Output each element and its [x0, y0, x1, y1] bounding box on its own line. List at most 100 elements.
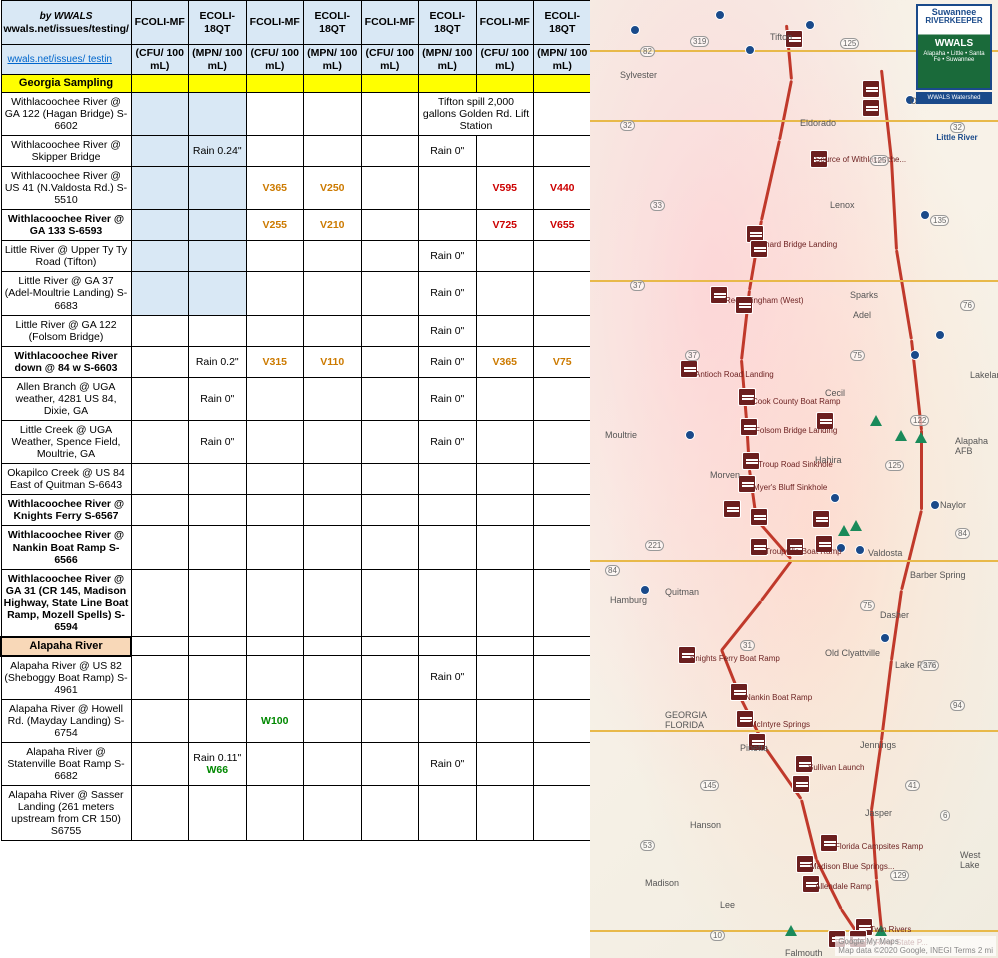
map-dot-1[interactable] — [715, 10, 725, 20]
ga-r6-c1 — [189, 315, 247, 346]
ga-r12-c7 — [534, 526, 591, 569]
city-label-24: West Lake — [960, 850, 998, 870]
map-dot-13[interactable] — [880, 633, 890, 643]
unit-header-1: (MPN/ 100 mL) — [189, 45, 247, 75]
ga-r5-c4 — [361, 272, 419, 315]
yellow-blank — [304, 75, 362, 93]
peach-blank — [419, 637, 477, 656]
ga-r6-c5: Rain 0" — [419, 315, 477, 346]
al-r2-c0 — [131, 742, 189, 785]
ga-r3-c6: V725 — [476, 210, 534, 241]
ga-r11-c2 — [246, 495, 304, 526]
route-shield-6: 33 — [650, 200, 665, 211]
map-marker-1[interactable] — [862, 80, 880, 98]
ga-r2-c2: V365 — [246, 166, 304, 209]
map-dot-8[interactable] — [685, 430, 695, 440]
landing-label-0: Source of Withlacooche... — [815, 155, 906, 164]
city-label-29: Moultrie — [605, 430, 637, 440]
route-shield-13: 125 — [885, 460, 904, 471]
map-marker-2[interactable] — [862, 99, 880, 117]
yellow-blank — [131, 75, 189, 93]
ga-r6-c0 — [131, 315, 189, 346]
ga-r6-c4 — [361, 315, 419, 346]
city-label-18: GEORGIA — [665, 710, 707, 720]
ga-r0-c1 — [189, 92, 247, 135]
map-marker-25[interactable] — [792, 775, 810, 793]
map-marker-16[interactable] — [812, 510, 830, 528]
ga-r11-c0 — [131, 495, 189, 526]
yellow-blank — [189, 75, 247, 93]
route-shield-26: 129 — [890, 870, 909, 881]
route-shield-18: 31 — [740, 640, 755, 651]
map-dot-14[interactable] — [930, 500, 940, 510]
alapaha-section: Alapaha River — [1, 637, 131, 656]
ga-site-1: Withlacoochee River @ Skipper Bridge — [1, 135, 131, 166]
al-r2-c4 — [361, 742, 419, 785]
ga-r5-c5: Rain 0" — [419, 272, 477, 315]
ga-r5-c3 — [304, 272, 362, 315]
ga-r4-c5: Rain 0" — [419, 241, 477, 272]
ga-r11-c6 — [476, 495, 534, 526]
little-river-logo-text: Little River — [930, 133, 984, 142]
al-r1-c1 — [189, 699, 247, 742]
ga-r13-c6 — [476, 569, 534, 637]
map-marker-15[interactable] — [750, 508, 768, 526]
al-r3-c5 — [419, 786, 477, 841]
ga-r13-c2 — [246, 569, 304, 637]
unit-header-4: (CFU/ 100 mL) — [361, 45, 419, 75]
ga-r9-c6 — [476, 421, 534, 464]
logo-sub: Alapaha • Little • Santa Fe • Suwannee — [920, 51, 988, 63]
map-dot-11[interactable] — [855, 545, 865, 555]
ga-r10-c5 — [419, 464, 477, 495]
route-shield-25: 10 — [710, 930, 725, 941]
ga-r0-c2 — [246, 92, 304, 135]
route-shield-15: 221 — [645, 540, 664, 551]
route-shield-17: 75 — [860, 600, 875, 611]
route-shield-22: 145 — [700, 780, 719, 791]
route-shield-11: 37 — [685, 350, 700, 361]
route-shield-9: 76 — [960, 300, 975, 311]
city-label-20: Pinetta — [740, 743, 768, 753]
map-dot-2[interactable] — [745, 45, 755, 55]
ga-r9-c0 — [131, 421, 189, 464]
map-dot-12[interactable] — [640, 585, 650, 595]
peach-blank — [304, 637, 362, 656]
city-label-23: Jasper — [865, 808, 892, 818]
map-dot-3[interactable] — [805, 20, 815, 30]
city-label-25: Madison — [645, 878, 679, 888]
map-dot-5[interactable] — [920, 210, 930, 220]
ga-r9-c4 — [361, 421, 419, 464]
al-r0-c1 — [189, 656, 247, 700]
ga-r0-c0 — [131, 92, 189, 135]
ga-r3-c3: V210 — [304, 210, 362, 241]
peach-blank — [534, 637, 591, 656]
route-shield-1: 319 — [690, 36, 709, 47]
ga-r12-c2 — [246, 526, 304, 569]
landing-label-9: Knights Ferry Boat Ramp — [690, 654, 780, 663]
ga-r8-c2 — [246, 377, 304, 420]
map-dot-0[interactable] — [630, 25, 640, 35]
ga-r1-c2 — [246, 135, 304, 166]
al-r2-c1: Rain 0.11"W66 — [189, 742, 247, 785]
ga-r8-c6 — [476, 377, 534, 420]
testing-link[interactable]: wwals.net/issues/ testin — [1, 45, 131, 75]
road — [590, 730, 998, 732]
ga-r10-c1 — [189, 464, 247, 495]
map-tree-0 — [850, 520, 862, 531]
al-r1-c3 — [304, 699, 362, 742]
ga-r7-c3: V110 — [304, 346, 362, 377]
map-tree-4 — [915, 432, 927, 443]
route-shield-2: 125 — [840, 38, 859, 49]
ga-r4-c3 — [304, 241, 362, 272]
ga-r13-c5 — [419, 569, 477, 637]
al-r3-c4 — [361, 786, 419, 841]
ga-site-9: Little Creek @ UGA Weather, Spence Field… — [1, 421, 131, 464]
map-dot-7[interactable] — [910, 350, 920, 360]
ga-r6-c2 — [246, 315, 304, 346]
map-marker-14[interactable] — [723, 500, 741, 518]
map-dot-9[interactable] — [830, 493, 840, 503]
city-label-30: Alapaha AFB — [955, 436, 998, 456]
map-dot-6[interactable] — [935, 330, 945, 340]
ga-site-0: Withlacoochee River @ GA 122 (Hagan Brid… — [1, 92, 131, 135]
landing-label-13: Florida Campsites Ramp — [835, 842, 923, 851]
